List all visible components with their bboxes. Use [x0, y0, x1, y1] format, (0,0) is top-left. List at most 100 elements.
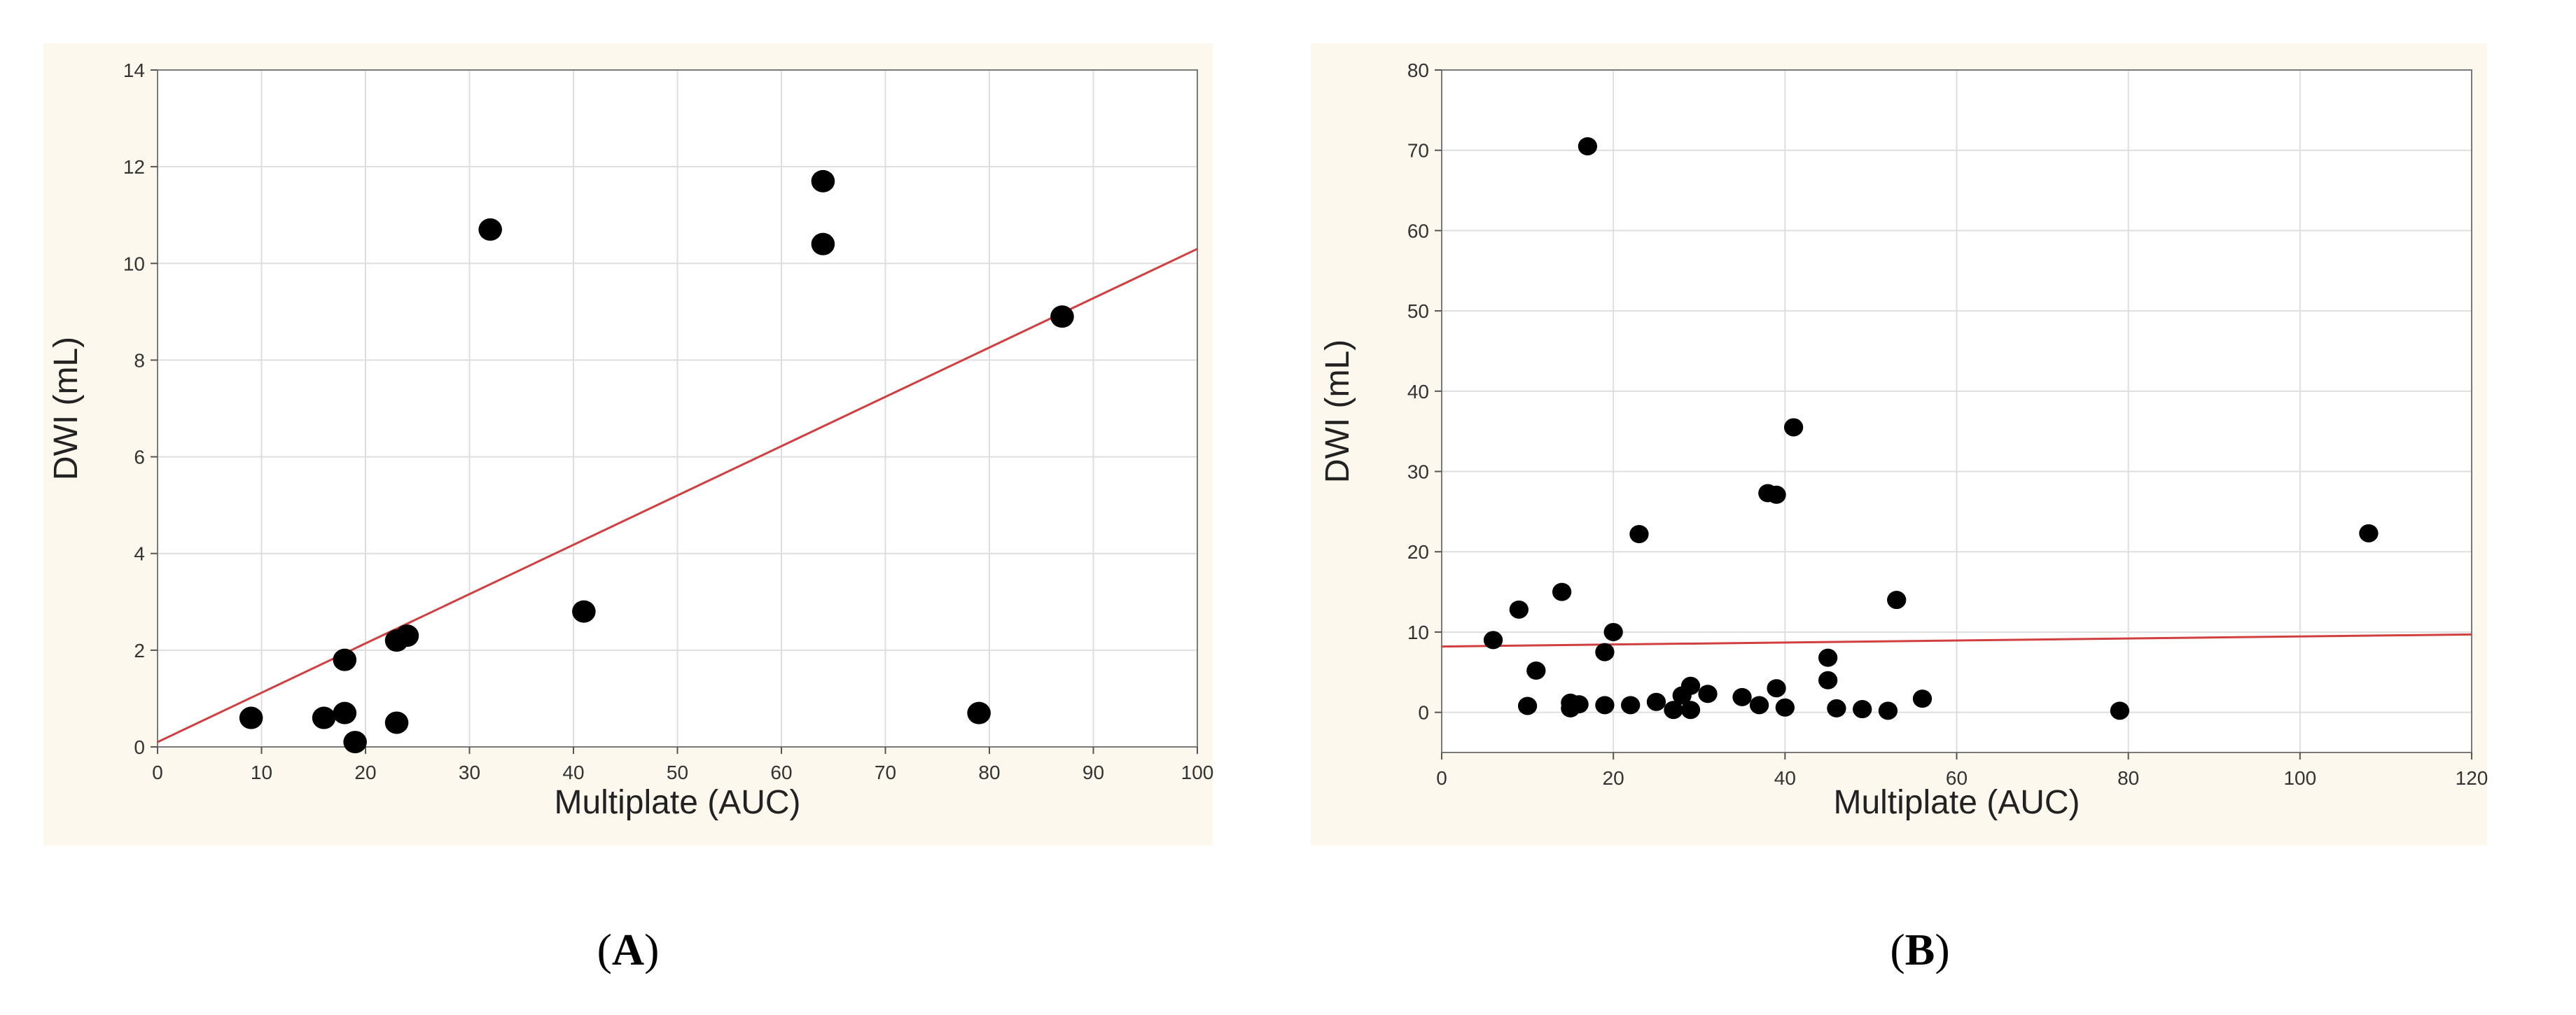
data-point: [1646, 692, 1666, 711]
data-point: [811, 232, 835, 255]
data-point: [384, 711, 409, 734]
data-point: [967, 701, 991, 724]
y-tick-label: 2: [134, 640, 145, 662]
panel-caption-b: (B): [1890, 924, 1949, 976]
y-tick-label: 0: [134, 736, 145, 758]
y-tick-label: 60: [1407, 220, 1429, 241]
x-tick-label: 20: [1603, 767, 1624, 789]
data-point: [1680, 701, 1701, 720]
y-tick-label: 40: [1407, 381, 1429, 402]
data-point: [1732, 687, 1752, 706]
y-tick-label: 6: [134, 447, 145, 468]
data-point: [1526, 662, 1546, 680]
data-point: [811, 169, 835, 192]
x-tick-label: 70: [875, 762, 896, 783]
data-point: [1595, 643, 1615, 662]
data-point: [572, 600, 596, 623]
y-tick-label: 0: [1418, 702, 1429, 724]
data-point: [1887, 591, 1907, 610]
y-tick-label: 80: [1407, 59, 1429, 81]
panel-caption-a: (A): [597, 924, 660, 976]
data-point: [239, 706, 263, 729]
y-tick-label: 4: [134, 543, 145, 565]
x-tick-label: 10: [251, 762, 272, 783]
y-tick-label: 8: [134, 349, 145, 371]
data-point: [1818, 671, 1838, 690]
x-tick-label: 50: [667, 762, 688, 783]
data-point: [1595, 696, 1615, 715]
y-axis-label: DWI (mL): [48, 337, 85, 480]
data-point: [1767, 485, 1786, 504]
caption-open-paren: (: [1890, 925, 1905, 974]
data-point: [1509, 600, 1529, 619]
y-tick-label: 10: [123, 253, 145, 274]
x-tick-label: 20: [354, 762, 376, 783]
data-point: [1050, 305, 1074, 328]
data-point: [1749, 696, 1769, 715]
ticks: 0 20 40 60 80 100 120 0 10 20 30 40 50 60 70 80: [1407, 59, 2488, 789]
x-tick-label: 80: [978, 762, 1000, 783]
data-point: [1783, 418, 1804, 437]
x-tick-label: 100: [1181, 762, 1214, 783]
x-tick-label: 60: [1946, 767, 1968, 789]
scatter-plot-b: 0 20 40 60 80 100 120 0 10 20 30 40 50 60 70 80 Multipla…: [1319, 59, 2488, 821]
data-point: [1621, 696, 1641, 715]
data-point: [1878, 701, 1898, 720]
x-tick-label: 40: [1774, 767, 1796, 789]
caption-close-paren: ): [1935, 925, 1950, 974]
data-point: [1853, 700, 1872, 719]
data-point: [333, 701, 357, 724]
scatter-plot-a: 0 10 20 30 40 50 60 70 80 90 100 0 2 4 6 8 10 12 14 Multipl…: [48, 59, 1214, 821]
data-point: [1483, 631, 1503, 650]
data-point: [343, 731, 367, 754]
y-axis-label: DWI (mL): [1319, 340, 1356, 483]
data-point: [312, 706, 336, 729]
data-point: [1827, 699, 1846, 718]
data-point: [1517, 696, 1538, 715]
y-tick-label: 30: [1407, 461, 1429, 483]
data-point: [1603, 622, 1623, 641]
ticks: 0 10 20 30 40 50 60 70 80 90 100 0 2 4 6 8 10 12 14: [123, 59, 1214, 783]
data-point: [333, 648, 357, 671]
data-point: [1818, 648, 1838, 667]
data-point: [2359, 524, 2379, 542]
x-tick-label: 60: [770, 762, 792, 783]
x-tick-label: 120: [2456, 767, 2488, 789]
data-point: [1664, 701, 1683, 720]
y-tick-label: 14: [123, 59, 145, 81]
x-tick-label: 90: [1082, 762, 1104, 783]
data-point: [2110, 701, 2130, 720]
caption-letter: B: [1905, 925, 1935, 974]
data-point: [395, 624, 419, 648]
caption-close-paren: ): [644, 925, 660, 974]
x-tick-label: 80: [2117, 767, 2139, 789]
x-tick-label: 40: [562, 762, 584, 783]
data-point: [1775, 698, 1795, 717]
x-axis-label: Multiplate (AUC): [554, 784, 800, 821]
data-point: [1912, 690, 1933, 708]
regression-line: [157, 248, 1198, 743]
x-tick-label: 0: [152, 762, 163, 783]
caption-letter: A: [611, 925, 645, 974]
regression-line: [1441, 633, 2472, 648]
data-point: [1629, 525, 1649, 543]
chart-panel-b: 0 20 40 60 80 100 120 0 10 20 30 40 50 60 70 80 Multipla…: [1311, 43, 2488, 846]
data-point: [478, 218, 502, 241]
data-points: [1483, 136, 2379, 720]
x-tick-label: 100: [2283, 767, 2316, 789]
data-point: [1552, 582, 1572, 601]
data-points: [239, 169, 1074, 754]
y-tick-label: 20: [1407, 541, 1429, 563]
y-tick-label: 10: [1407, 622, 1429, 643]
chart-panel-a: 0 10 20 30 40 50 60 70 80 90 100 0 2 4 6 8 10 12 14 Multipl…: [43, 43, 1213, 846]
caption-open-paren: (: [597, 925, 612, 974]
data-point: [1569, 695, 1589, 714]
x-tick-label: 0: [1436, 767, 1447, 789]
y-tick-label: 12: [123, 156, 145, 178]
data-point: [1680, 676, 1701, 695]
y-tick-label: 50: [1407, 300, 1429, 322]
data-point: [1578, 136, 1598, 155]
y-tick-label: 70: [1407, 140, 1429, 162]
x-tick-label: 30: [459, 762, 480, 783]
data-point: [1698, 685, 1718, 704]
